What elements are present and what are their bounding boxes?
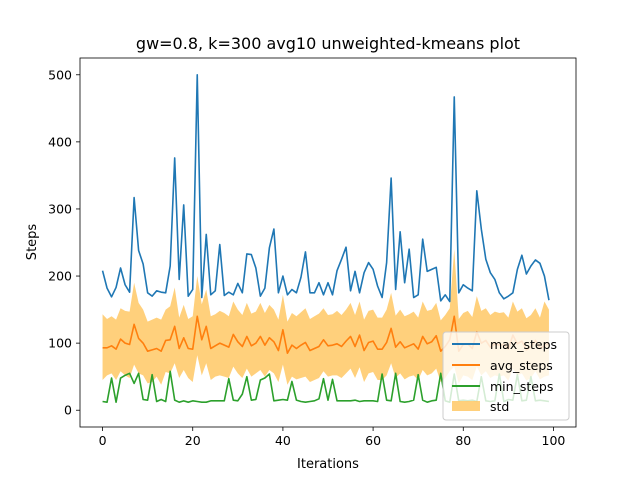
x-tick-label: 60 xyxy=(365,433,381,448)
x-tick-label: 40 xyxy=(275,433,291,448)
x-tick-label: 100 xyxy=(542,433,566,448)
x-tick-label: 0 xyxy=(99,433,107,448)
series-line-max-steps xyxy=(101,73,550,303)
y-axis-ticks: 0 100 200 300 400 500 xyxy=(48,67,80,418)
y-axis-label: Steps xyxy=(25,224,40,261)
y-tick-label: 100 xyxy=(48,336,72,351)
x-axis-ticks: 0 20 40 60 80 100 xyxy=(99,427,566,448)
legend-label-max-steps: max_steps xyxy=(490,337,557,352)
x-tick-label: 80 xyxy=(455,433,471,448)
y-tick-label: 0 xyxy=(64,403,72,418)
legend-label-std: std xyxy=(490,399,509,414)
chart-title: gw=0.8, k=300 avg10 unweighted-kmeans pl… xyxy=(136,34,520,53)
y-tick-label: 300 xyxy=(48,201,72,216)
legend-swatch-std xyxy=(452,401,480,411)
x-tick-label: 20 xyxy=(185,433,201,448)
legend-box xyxy=(442,331,570,421)
x-axis-label: Iterations xyxy=(297,457,359,472)
y-tick-label: 500 xyxy=(48,67,72,82)
legend: max_steps avg_steps min_steps std xyxy=(442,331,570,421)
y-tick-label: 200 xyxy=(48,269,72,284)
plot-frame xyxy=(79,57,577,428)
y-tick-label: 400 xyxy=(48,134,72,149)
legend-label-min-steps: min_steps xyxy=(490,379,553,394)
std-band xyxy=(102,249,549,385)
legend-label-avg-steps: avg_steps xyxy=(490,358,553,373)
